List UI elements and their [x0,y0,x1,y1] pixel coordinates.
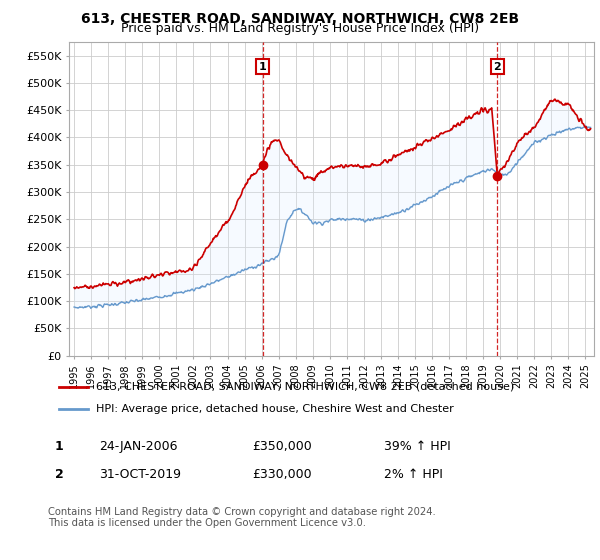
Text: 39% ↑ HPI: 39% ↑ HPI [384,440,451,454]
Text: Price paid vs. HM Land Registry's House Price Index (HPI): Price paid vs. HM Land Registry's House … [121,22,479,35]
Text: 2% ↑ HPI: 2% ↑ HPI [384,468,443,482]
Text: 31-OCT-2019: 31-OCT-2019 [99,468,181,482]
Text: 2: 2 [55,468,64,482]
Text: 613, CHESTER ROAD, SANDIWAY, NORTHWICH, CW8 2EB: 613, CHESTER ROAD, SANDIWAY, NORTHWICH, … [81,12,519,26]
Text: £350,000: £350,000 [252,440,312,454]
Text: 1: 1 [55,440,64,454]
Text: Contains HM Land Registry data © Crown copyright and database right 2024.
This d: Contains HM Land Registry data © Crown c… [48,507,436,529]
Text: 24-JAN-2006: 24-JAN-2006 [99,440,178,454]
Text: 1: 1 [259,62,266,72]
Text: £330,000: £330,000 [252,468,311,482]
Text: 613, CHESTER ROAD, SANDIWAY, NORTHWICH, CW8 2EB (detached house): 613, CHESTER ROAD, SANDIWAY, NORTHWICH, … [95,382,514,392]
Text: 2: 2 [493,62,501,72]
Text: HPI: Average price, detached house, Cheshire West and Chester: HPI: Average price, detached house, Ches… [95,404,453,414]
